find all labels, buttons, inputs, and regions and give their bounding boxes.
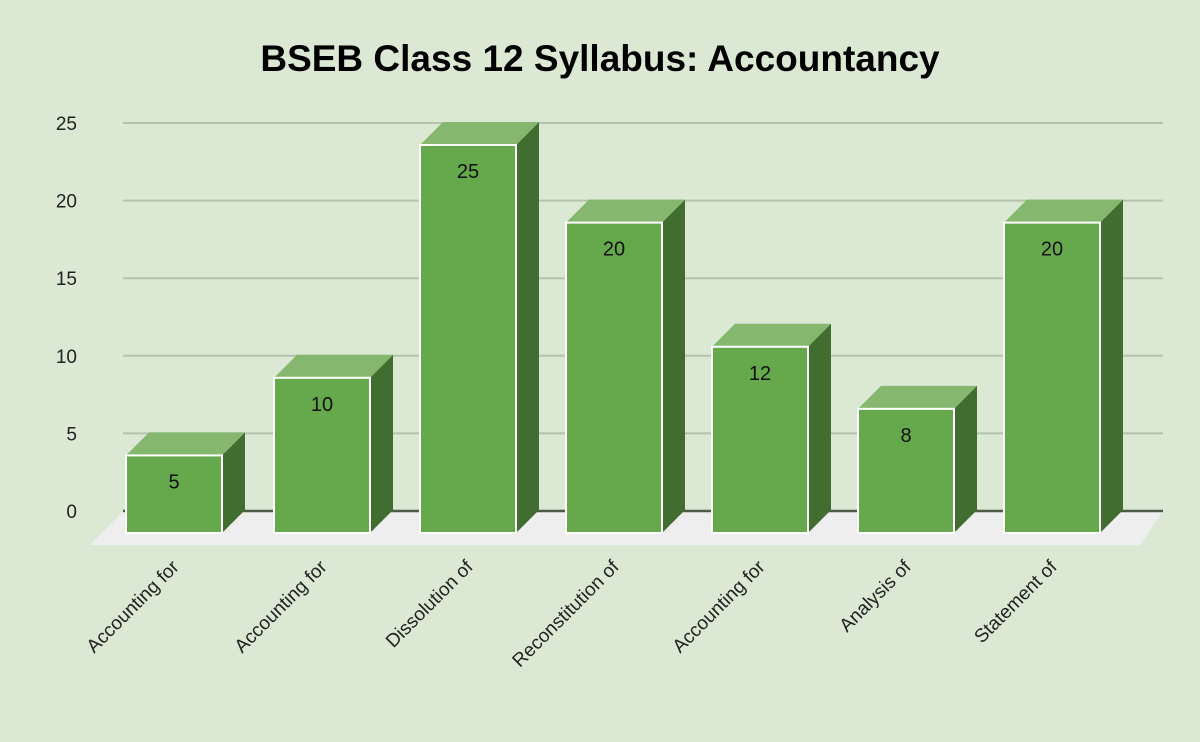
y-tick-label: 0	[66, 502, 77, 523]
x-axis-label: Statement of	[971, 556, 1063, 648]
bar	[1003, 221, 1101, 534]
bar-side	[808, 323, 831, 533]
data-label: 10	[311, 394, 333, 416]
x-axis-label: Reconstitution of	[509, 556, 624, 671]
data-label: 5	[168, 471, 179, 493]
data-label: 25	[457, 161, 479, 183]
bar-top	[858, 385, 977, 409]
bar	[273, 376, 371, 534]
y-tick-label: 15	[56, 269, 77, 290]
x-axis-label: Accounting for	[231, 556, 332, 657]
bar-top	[126, 432, 245, 456]
bar-side	[662, 199, 685, 533]
data-label: 12	[749, 363, 771, 385]
x-axis-label: Accounting for	[669, 556, 770, 657]
bar	[125, 454, 223, 534]
bar	[419, 144, 517, 534]
bar	[565, 221, 663, 534]
y-tick-label: 25	[56, 114, 77, 135]
y-tick-label: 5	[66, 424, 77, 445]
x-axis-label: Accounting for	[83, 556, 184, 657]
data-label: 8	[900, 425, 911, 447]
bar-top	[1004, 199, 1123, 223]
bar-side	[516, 122, 539, 533]
bar	[857, 407, 955, 534]
bar-top	[712, 323, 831, 347]
y-tick-label: 20	[56, 192, 77, 213]
bar-side	[954, 385, 977, 533]
x-axis-label: Analysis of	[836, 556, 916, 636]
chart-title: BSEB Class 12 Syllabus: Accountancy	[260, 38, 940, 79]
bar-top	[420, 122, 539, 145]
y-tick-label: 10	[56, 347, 77, 368]
bar-side	[1100, 199, 1123, 533]
data-label: 20	[603, 239, 625, 261]
x-axis-label: Dissolution of	[382, 556, 478, 652]
bar-top	[274, 354, 393, 378]
bar-top	[566, 199, 685, 223]
bar	[711, 345, 809, 535]
data-label: 20	[1041, 239, 1063, 261]
bar-side	[222, 432, 245, 533]
bar-side	[370, 354, 393, 533]
